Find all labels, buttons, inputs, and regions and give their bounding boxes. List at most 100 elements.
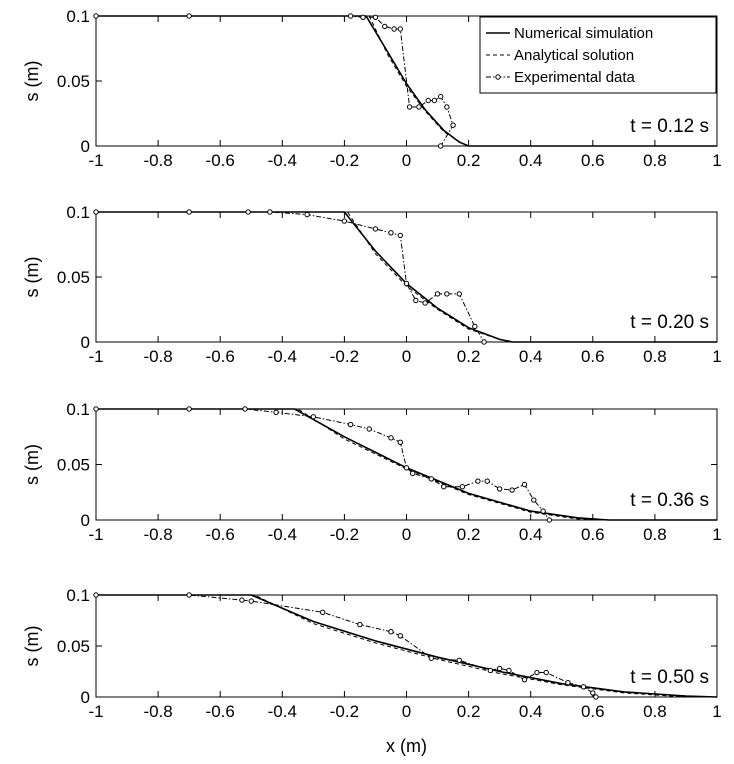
legend-label: Experimental data	[514, 69, 636, 86]
experimental-point	[565, 680, 571, 686]
experimental-point	[372, 226, 379, 232]
series-line-numerical-simulation	[96, 408, 717, 521]
experimental-point	[428, 476, 435, 482]
series-line-experimental-data	[96, 408, 550, 521]
x-tick-label: 0	[402, 151, 411, 170]
experimental-point	[319, 609, 326, 616]
experimental-point	[366, 426, 372, 432]
x-tick-label: 0.2	[457, 151, 481, 170]
experimental-point	[267, 209, 273, 215]
time-label: t = 0.36 s	[630, 490, 709, 511]
y-tick-label: 0.05	[57, 637, 90, 656]
x-tick-label: 0	[402, 525, 411, 544]
y-tick-label: 0	[81, 137, 90, 156]
experimental-point	[431, 97, 438, 104]
experimental-point	[546, 517, 553, 523]
experimental-point	[509, 487, 515, 493]
experimental-point	[186, 13, 192, 19]
x-tick-label: -0.6	[206, 525, 235, 544]
y-axis-label: s (m)	[22, 61, 42, 102]
x-axis-label: x (m)	[386, 736, 427, 756]
experimental-point	[459, 484, 466, 490]
experimental-point	[437, 143, 444, 149]
experimental-point	[93, 209, 99, 215]
experimental-point	[406, 104, 413, 110]
y-axis-label: s (m)	[22, 444, 42, 485]
experimental-point	[434, 291, 441, 297]
experimental-point	[93, 13, 99, 19]
experimental-point	[475, 478, 481, 484]
legend-label: Numerical simulation	[514, 25, 653, 42]
x-tick-label: 0.6	[581, 525, 605, 544]
experimental-point	[540, 508, 546, 514]
experimental-point	[437, 93, 444, 100]
panel-3: -1 -0.8 -0.6 -0.4 -0.2 0 0.2 0.4 0.6 0.8 1 0 0.05 0.1…	[22, 400, 722, 544]
x-tick-label: 0.4	[519, 525, 543, 544]
experimental-point	[245, 209, 251, 215]
experimental-point	[416, 104, 422, 110]
x-tick-label: -0.8	[143, 702, 172, 721]
series-line-numerical-simulation	[96, 211, 717, 343]
series-line-experimental-data	[96, 594, 597, 698]
x-tick-label: 1	[712, 151, 721, 170]
legend-marker	[495, 74, 501, 80]
experimental-point	[403, 465, 410, 471]
experimental-point	[357, 621, 363, 628]
experimental-point	[397, 439, 403, 445]
experimental-point	[472, 323, 478, 330]
x-tick-label: 0	[402, 347, 411, 366]
y-tick-label: 0.1	[66, 400, 90, 419]
x-tick-label: 0.4	[519, 702, 543, 721]
experimental-point	[391, 26, 397, 32]
experimental-point	[382, 23, 388, 30]
legend: Numerical simulation Analytical solution E…	[479, 16, 717, 94]
experimental-point	[388, 435, 394, 441]
x-tick-label: -0.4	[268, 702, 297, 721]
experimental-point	[428, 655, 435, 661]
y-tick-label: 0.1	[66, 7, 90, 26]
experimental-point	[310, 414, 317, 420]
x-tick-label: -1	[88, 525, 103, 544]
experimental-point	[593, 694, 599, 700]
series-line-numerical-simulation	[96, 594, 718, 698]
x-tick-label: -0.6	[206, 347, 235, 366]
x-tick-label: 0.8	[643, 525, 667, 544]
x-tick-label: -0.8	[143, 525, 172, 544]
experimental-point	[397, 633, 403, 639]
experimental-point	[496, 486, 503, 492]
legend-box	[479, 16, 717, 94]
experimental-point	[304, 211, 310, 218]
x-tick-label: 0.8	[643, 151, 667, 170]
experimental-point	[487, 667, 494, 674]
experimental-point	[484, 478, 490, 484]
experimental-point	[521, 676, 528, 683]
x-tick-label: -1	[88, 151, 103, 170]
x-tick-label: 0	[402, 702, 411, 721]
experimental-point	[186, 209, 192, 215]
panel-2: -1 -0.8 -0.6 -0.4 -0.2 0 0.2 0.4 0.6 0.8 1 0 0.05 0.1…	[22, 203, 722, 366]
experimental-point	[248, 598, 254, 604]
x-tick-label: -0.4	[268, 347, 297, 366]
experimental-point	[239, 597, 245, 603]
y-axis-label: s (m)	[22, 257, 42, 298]
experimental-point	[580, 684, 587, 690]
x-tick-label: 1	[712, 525, 721, 544]
time-label: t = 0.50 s	[630, 667, 709, 688]
experimental-point	[397, 26, 403, 32]
experimental-point	[186, 592, 192, 598]
experimental-point	[403, 280, 410, 287]
series-line-experimental-data	[96, 211, 485, 343]
x-tick-label: -0.2	[330, 151, 359, 170]
experimental-point	[531, 497, 537, 503]
x-tick-label: -0.2	[330, 525, 359, 544]
x-tick-label: -1	[88, 702, 103, 721]
experimental-point	[506, 667, 512, 674]
experimental-point	[372, 14, 379, 20]
experimental-point	[273, 409, 279, 416]
experimental-point	[341, 218, 348, 224]
experimental-point	[242, 406, 248, 412]
x-tick-label: 0.8	[643, 347, 667, 366]
experimental-point	[186, 406, 192, 412]
